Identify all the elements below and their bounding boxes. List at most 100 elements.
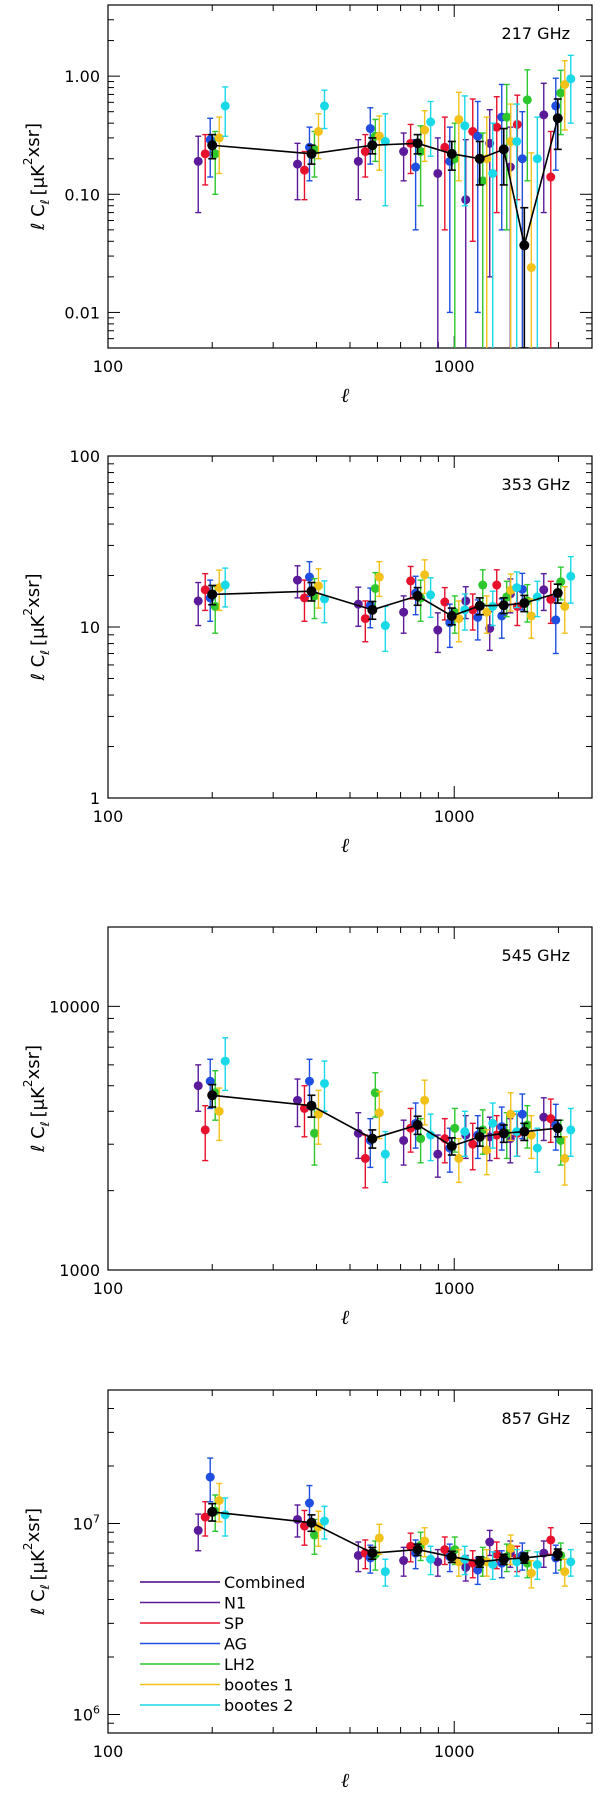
- y-axis-label-bracket-open: [: [28, 639, 49, 646]
- data-point: [539, 110, 549, 120]
- combined-point: [519, 598, 530, 609]
- data-point: [502, 112, 512, 122]
- data-point: [193, 596, 203, 606]
- data-point: [193, 1081, 203, 1091]
- y-axis-label-bracket-open: [: [28, 1573, 49, 1580]
- data-point: [416, 1134, 426, 1144]
- data-point: [485, 1537, 495, 1547]
- x-axis-label: ℓ: [341, 383, 350, 407]
- combined-point: [519, 240, 530, 251]
- combined-point: [552, 1549, 563, 1560]
- x-tick-label: 1000: [434, 357, 475, 376]
- y-axis-label-bracket-open: [: [28, 1110, 49, 1117]
- y-tick-label: 1: [90, 789, 100, 808]
- y-tick-label: 0.10: [64, 185, 100, 204]
- x-tick-label: 100: [93, 1742, 124, 1761]
- combined-point: [446, 148, 457, 159]
- y-axis-label-sub: ℓ: [38, 1584, 52, 1590]
- data-point: [313, 126, 323, 136]
- y-axis-label-prefix: ℓ C: [28, 1589, 49, 1616]
- data-point: [399, 1556, 409, 1566]
- data-point: [313, 581, 323, 591]
- combined-point: [519, 1552, 530, 1563]
- x-tick-label: 1000: [434, 1279, 475, 1298]
- y-tick-label-exponent: 7: [93, 1512, 100, 1525]
- data-point: [365, 124, 375, 134]
- data-layer: [193, 1457, 576, 1589]
- combined-point: [412, 138, 423, 149]
- y-axis-label-unit-rest: xsr: [23, 1514, 44, 1542]
- data-point: [560, 1153, 570, 1163]
- data-layer: [193, 54, 576, 348]
- y-tick-label: 10: [80, 618, 100, 637]
- y-axis-label-unit-rest: xsr: [23, 580, 44, 608]
- data-point: [461, 195, 471, 205]
- y-tick-label-base: 10: [73, 1705, 93, 1724]
- combined-point: [474, 153, 485, 164]
- data-point: [546, 1535, 556, 1545]
- data-point: [420, 1536, 430, 1546]
- y-axis-label-prefix: ℓ C: [28, 204, 49, 231]
- data-point: [420, 570, 430, 580]
- data-point: [360, 1153, 370, 1163]
- data-point: [380, 136, 390, 146]
- combined-point: [412, 590, 423, 601]
- y-axis-label-bracket-close: ]: [23, 1045, 44, 1052]
- y-axis-label: ℓ Cℓ [μK2xsr]: [21, 1045, 52, 1153]
- data-point: [517, 1109, 527, 1119]
- data-point: [205, 1076, 215, 1086]
- legend-label: N1: [224, 1594, 246, 1613]
- y-tick-label: 0.01: [64, 303, 100, 322]
- data-point: [200, 149, 210, 159]
- data-point: [205, 1472, 215, 1482]
- data-point: [450, 1123, 460, 1133]
- data-point: [200, 1512, 210, 1522]
- x-tick-label: 100: [93, 1279, 124, 1298]
- combined-point: [367, 1133, 378, 1144]
- y-axis-label-sub: ℓ: [38, 199, 52, 205]
- y-axis-label-sup: 2: [21, 157, 35, 165]
- y-tick-label: 1.00: [64, 67, 100, 86]
- y-tick-label: 106: [73, 1703, 100, 1724]
- data-point: [478, 580, 488, 590]
- data-point: [292, 575, 302, 585]
- data-point: [406, 576, 416, 586]
- y-axis-label-unit-mu: μ: [28, 1098, 49, 1110]
- data-point: [522, 95, 532, 105]
- x-tick-label: 100: [93, 357, 124, 376]
- data-point: [433, 1557, 443, 1567]
- combined-point: [367, 604, 378, 615]
- data-point: [461, 596, 471, 606]
- data-point: [374, 572, 384, 582]
- data-point: [193, 156, 203, 166]
- data-point: [526, 611, 536, 621]
- data-point: [517, 154, 527, 164]
- data-point: [304, 572, 314, 582]
- data-point: [526, 1568, 536, 1578]
- data-point: [214, 1495, 224, 1505]
- combined-point: [306, 586, 317, 597]
- combined-point: [552, 1123, 563, 1134]
- data-point: [532, 1559, 542, 1569]
- data-point: [380, 621, 390, 631]
- data-point: [440, 1545, 450, 1555]
- data-point: [309, 1530, 319, 1540]
- y-axis-label-unit-mu: μ: [28, 1561, 49, 1573]
- data-point: [292, 1514, 302, 1524]
- data-point: [370, 583, 380, 593]
- y-axis-label-unit-k: K: [28, 1086, 49, 1099]
- data-point: [319, 1516, 329, 1526]
- plot-frame: [107, 455, 593, 799]
- data-point: [566, 571, 576, 581]
- combined-point: [306, 1100, 317, 1111]
- frequency-label: 353 GHz: [502, 475, 570, 494]
- plot-frame: [107, 4, 593, 349]
- combined-point: [474, 1131, 485, 1142]
- data-point: [399, 147, 409, 157]
